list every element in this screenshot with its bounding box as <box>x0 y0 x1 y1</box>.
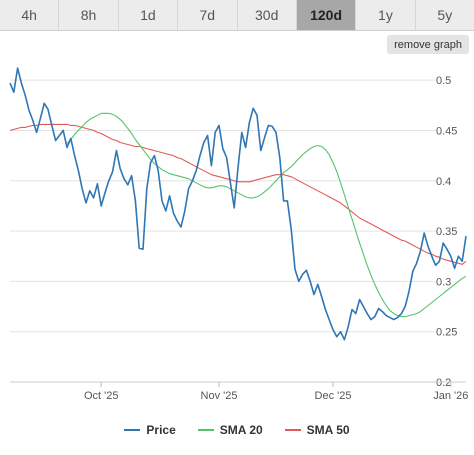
tab-30d[interactable]: 30d <box>237 0 297 30</box>
series-line-price <box>9 67 467 341</box>
legend-item-sma20[interactable]: SMA 20 <box>197 423 263 437</box>
timeframe-tabs: 4h 8h 1d 7d 30d 120d 1y 5y <box>0 0 474 31</box>
tab-5y[interactable]: 5y <box>415 0 474 30</box>
price-chart: 0.2 0.25 0.3 0.35 0.4 0.45 0.5 Oct '25 Nov '25 De… <box>9 67 468 402</box>
legend-label-sma50: SMA 50 <box>306 423 350 437</box>
x-tick-label: Dec '25 <box>315 390 352 402</box>
y-tick-label: 0.4 <box>436 176 451 188</box>
y-tick-label: 0.3 <box>436 276 451 288</box>
y-tick-label: 0.45 <box>436 125 457 137</box>
x-tick-label: Jan '26 <box>433 390 468 402</box>
legend-swatch-sma20 <box>197 429 214 431</box>
y-tick-label: 0.25 <box>436 327 457 339</box>
tab-1d[interactable]: 1d <box>118 0 179 30</box>
legend-label-price: Price <box>146 423 176 437</box>
remove-graph-button[interactable]: remove graph <box>387 35 469 54</box>
y-tick-label: 0.5 <box>436 75 451 87</box>
legend-swatch-sma50 <box>284 429 301 431</box>
legend-item-price[interactable]: Price <box>124 423 176 437</box>
x-tick-label: Oct '25 <box>84 390 119 402</box>
y-tick-label: 0.35 <box>436 226 457 238</box>
tab-8h[interactable]: 8h <box>59 0 119 30</box>
tab-7d[interactable]: 7d <box>178 0 238 30</box>
tab-1y[interactable]: 1y <box>356 0 416 30</box>
legend-swatch-price <box>124 429 141 431</box>
y-tick-label: 0.2 <box>436 377 451 389</box>
series-line-sma50 <box>9 123 467 265</box>
legend-item-sma50[interactable]: SMA 50 <box>284 423 350 437</box>
x-tick-label: Nov '25 <box>201 390 238 402</box>
tab-120d[interactable]: 120d <box>296 0 357 30</box>
chart-legend: Price SMA 20 SMA 50 <box>0 420 474 440</box>
legend-label-sma20: SMA 20 <box>219 423 263 437</box>
tab-4h[interactable]: 4h <box>0 0 60 30</box>
